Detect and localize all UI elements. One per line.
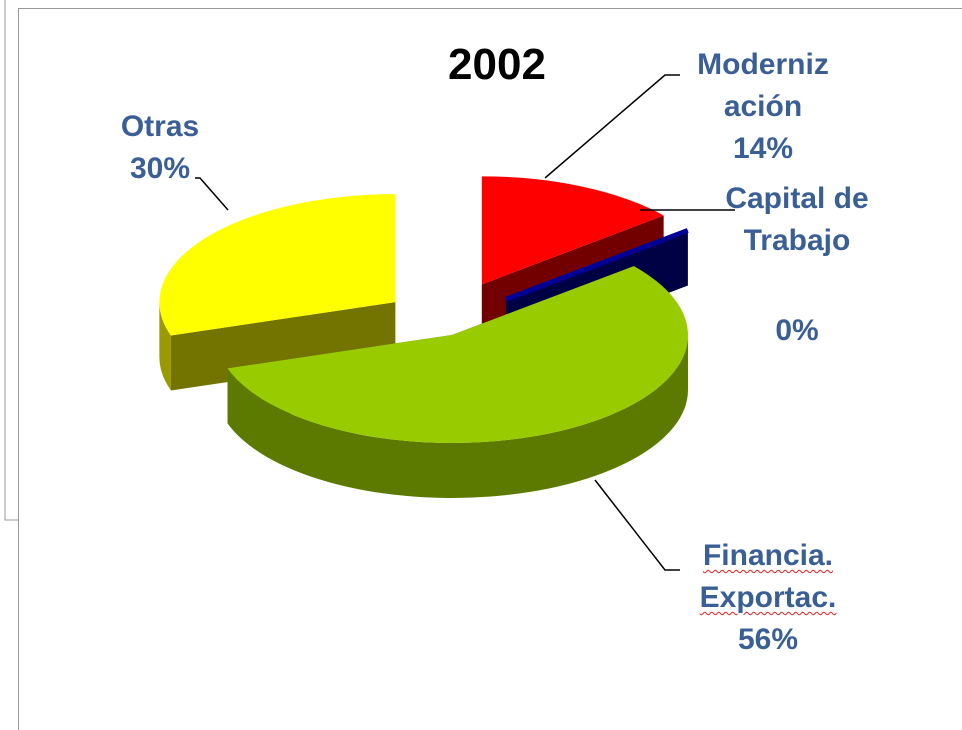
slice xyxy=(505,228,689,302)
category-label: Financia. Exportac. xyxy=(699,539,837,614)
slice xyxy=(227,266,688,443)
slice-wall xyxy=(159,302,171,391)
value-label: 0% xyxy=(775,314,819,347)
leader-line xyxy=(544,74,680,179)
data-label: Otras 30% xyxy=(100,106,220,190)
slice-side xyxy=(170,302,396,391)
data-label: Financia. Exportac. 56% xyxy=(668,535,868,661)
value-label: 14% xyxy=(732,132,794,165)
data-label: Modernización 14% xyxy=(690,44,836,170)
category-label: Otras xyxy=(120,110,200,143)
slice-wall xyxy=(227,335,688,499)
value-label: 30% xyxy=(129,152,191,185)
leader-line xyxy=(195,177,229,211)
slice xyxy=(481,176,664,285)
frame-edge xyxy=(4,0,18,521)
frame xyxy=(18,8,962,730)
value-label: 56% xyxy=(737,623,799,656)
data-label: Capital de Trabajo 0% xyxy=(722,178,872,352)
category-label: Capital de Trabajo xyxy=(725,182,869,257)
chart-title: 2002 xyxy=(448,40,546,89)
leader-line xyxy=(594,479,680,571)
slice xyxy=(159,194,396,336)
category-label: Modernización xyxy=(697,48,829,123)
